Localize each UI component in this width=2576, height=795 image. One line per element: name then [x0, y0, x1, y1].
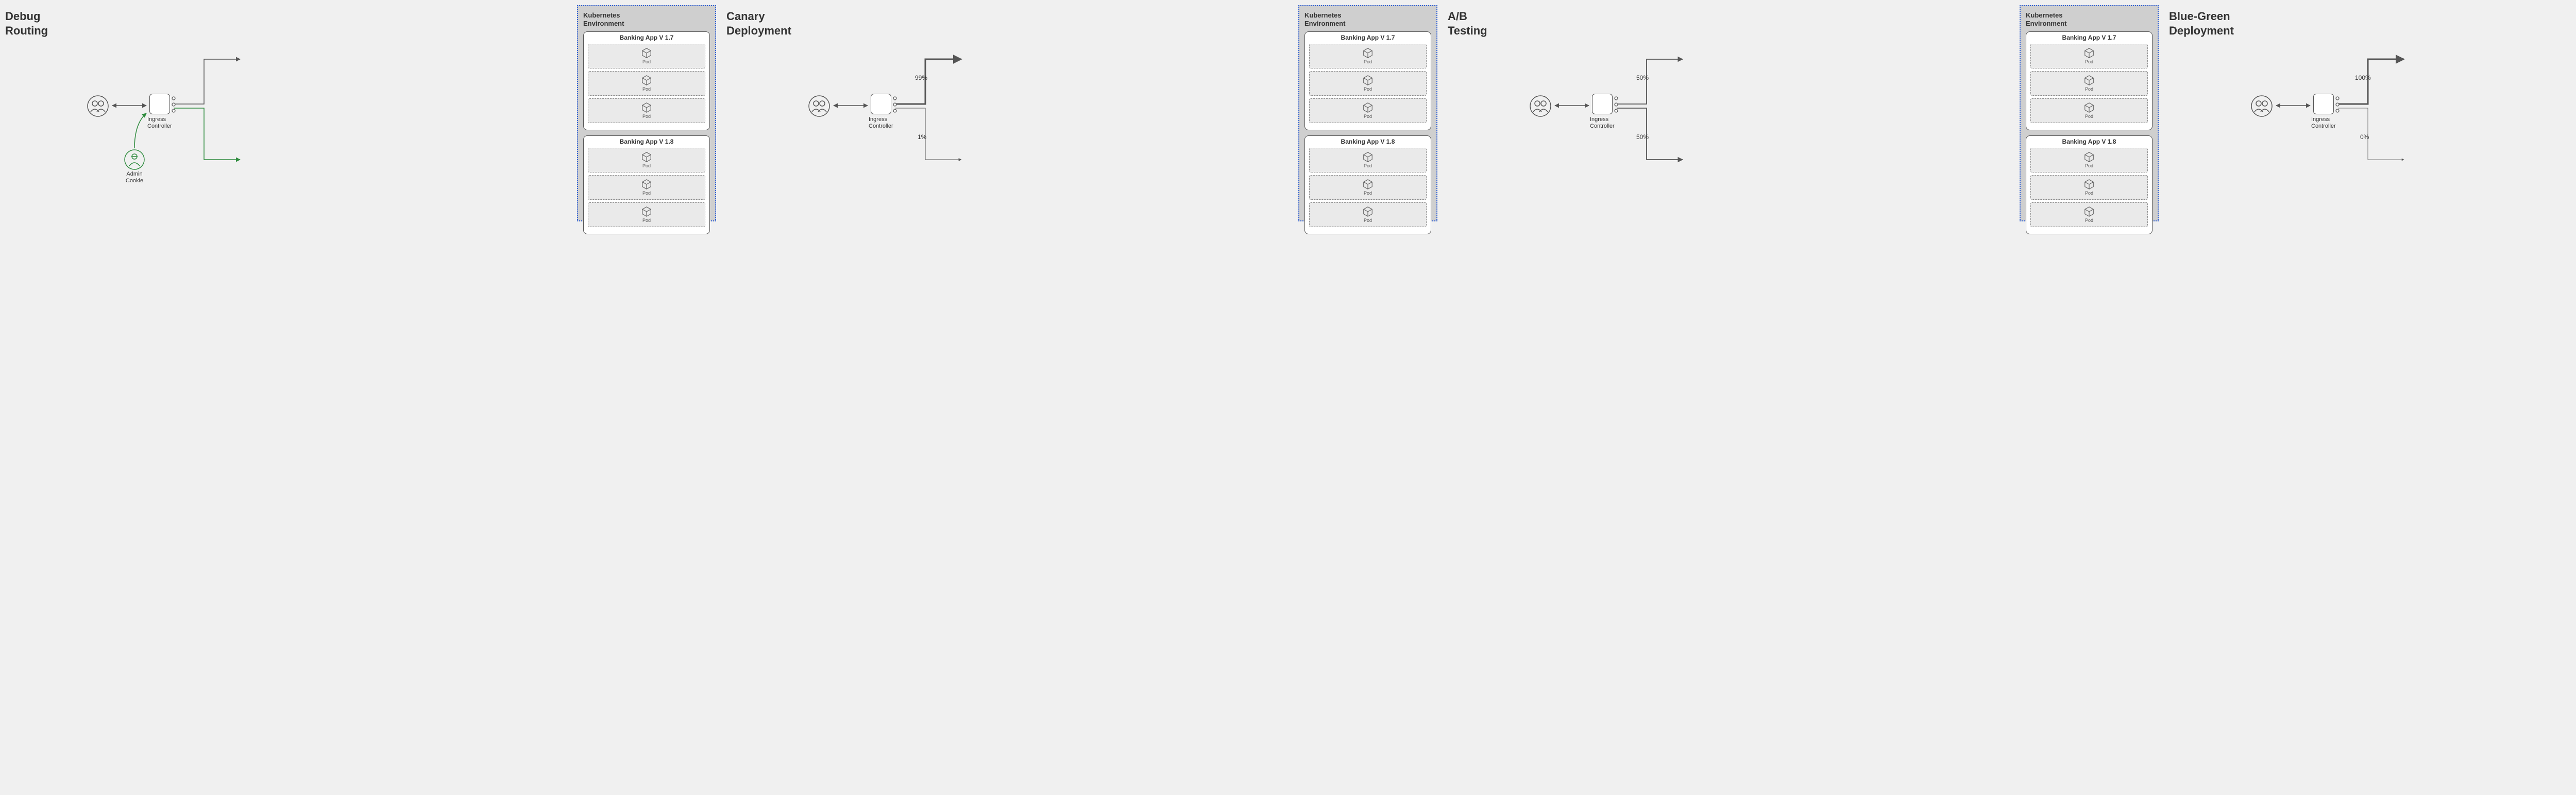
k8s-label: KubernetesEnvironment — [1304, 11, 1431, 28]
diagram: 50% 50% IngressController KubernetesEnvi… — [1528, 5, 2159, 221]
ingress-icon — [871, 94, 891, 114]
app-title: Banking App V 1.7 — [1309, 34, 1427, 41]
app-title: Banking App V 1.7 — [2030, 34, 2148, 41]
edge-bot-label: 50% — [1636, 133, 1649, 141]
pod: Pod — [588, 202, 705, 227]
kubernetes-environment: KubernetesEnvironment Banking App V 1.7 … — [577, 5, 716, 221]
pod: Pod — [588, 148, 705, 172]
app-title: Banking App V 1.7 — [588, 34, 705, 41]
kubernetes-environment: KubernetesEnvironment Banking App V 1.7 … — [1298, 5, 1437, 221]
ingress-icon — [1592, 94, 1613, 114]
users-icon — [2249, 95, 2274, 117]
scenario-title: CanaryDeployment — [726, 5, 799, 221]
scenario-title: DebugRouting — [5, 5, 77, 221]
users-icon — [1528, 95, 1553, 117]
app-v17: Banking App V 1.7 Pod Pod Pod — [2026, 31, 2153, 130]
diagram: 100% 0% IngressController KubernetesEnvi… — [2249, 5, 2576, 221]
scenario-title: Blue-GreenDeployment — [2169, 5, 2241, 221]
users-icon — [807, 95, 832, 117]
pod: Pod — [1309, 175, 1427, 200]
app-v18: Banking App V 1.8 Pod Pod Pod — [1304, 135, 1431, 234]
pod: Pod — [1309, 148, 1427, 172]
scenario-ab-testing: A/BTesting 50% 50% IngressController Kub… — [1448, 5, 2159, 221]
ingress-icon — [149, 94, 170, 114]
admin-label: AdminCookie — [126, 171, 143, 184]
pod: Pod — [1309, 44, 1427, 68]
edge-bot-label: 1% — [918, 133, 927, 141]
edge-top-label: 50% — [1636, 74, 1649, 81]
ingress-controller: IngressController — [147, 94, 172, 130]
app-title: Banking App V 1.8 — [1309, 138, 1427, 145]
ingress-label: IngressController — [869, 116, 893, 130]
pod: Pod — [2030, 98, 2148, 123]
ingress-controller: IngressController — [2311, 94, 2336, 130]
pod: Pod — [2030, 202, 2148, 227]
edge-bot-label: 0% — [2360, 133, 2369, 141]
edge-top-label: 100% — [2355, 74, 2371, 81]
pod: Pod — [2030, 44, 2148, 68]
ingress-controller: IngressController — [1590, 94, 1615, 130]
users-icon — [86, 95, 110, 117]
admin-icon: AdminCookie — [124, 149, 145, 184]
app-v18: Banking App V 1.8 Pod Pod Pod — [583, 135, 710, 234]
pod: Pod — [1309, 98, 1427, 123]
scenario-blue-green: Blue-GreenDeployment 100% 0% IngressCont… — [2169, 5, 2576, 221]
app-v17: Banking App V 1.7 Pod Pod Pod — [583, 31, 710, 130]
pod: Pod — [1309, 71, 1427, 96]
connectors: 100% 0% — [2249, 5, 2576, 221]
pod: Pod — [2030, 71, 2148, 96]
ingress-controller: IngressController — [869, 94, 893, 130]
edge-top-label: 99% — [915, 74, 927, 81]
pod: Pod — [588, 175, 705, 200]
diagram: 99% 1% IngressController KubernetesEnvir… — [807, 5, 1437, 221]
app-title: Banking App V 1.8 — [588, 138, 705, 145]
pod: Pod — [2030, 175, 2148, 200]
app-v17: Banking App V 1.7 Pod Pod Pod — [1304, 31, 1431, 130]
pod: Pod — [2030, 148, 2148, 172]
app-v18: Banking App V 1.8 Pod Pod Pod — [2026, 135, 2153, 234]
ingress-label: IngressController — [1590, 116, 1615, 130]
pod: Pod — [1309, 202, 1427, 227]
k8s-label: KubernetesEnvironment — [2026, 11, 2153, 28]
ingress-icon — [2313, 94, 2334, 114]
kubernetes-environment: KubernetesEnvironment Banking App V 1.7 … — [2020, 5, 2159, 221]
diagram: AdminCookie IngressController Kubernetes… — [86, 5, 716, 221]
k8s-label: KubernetesEnvironment — [583, 11, 710, 28]
ingress-label: IngressController — [2311, 116, 2336, 130]
pod: Pod — [588, 98, 705, 123]
scenario-debug-routing: DebugRouting AdminCookie Ingr — [5, 5, 716, 221]
pod: Pod — [588, 44, 705, 68]
scenario-title: A/BTesting — [1448, 5, 1520, 221]
pod: Pod — [588, 71, 705, 96]
scenario-canary: CanaryDeployment 99% 1% IngressControlle… — [726, 5, 1437, 221]
app-title: Banking App V 1.8 — [2030, 138, 2148, 145]
ingress-label: IngressController — [147, 116, 172, 130]
